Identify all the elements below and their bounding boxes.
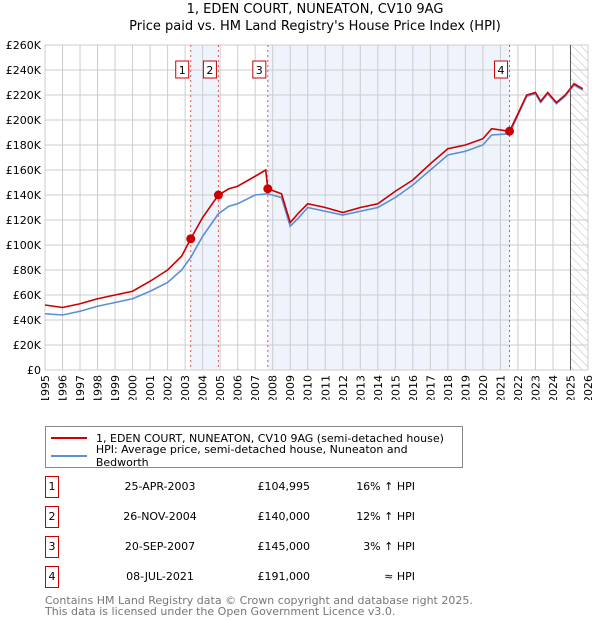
sale-price: £140,000 [257, 510, 311, 523]
x-tick-label: 2026 [582, 375, 595, 400]
legend-item-hpi: HPI: Average price, semi-detached house,… [51, 443, 462, 469]
sale-hpi: 12% ↑ HPI [356, 510, 415, 523]
x-tick-label: 2015 [389, 375, 402, 400]
y-tick-label: £20K [13, 339, 42, 352]
x-tick-label: 2006 [232, 375, 245, 400]
sale-marker-label: 1 [179, 64, 186, 77]
x-tick-label: 2024 [547, 375, 560, 400]
x-tick-label: 2023 [529, 375, 542, 400]
sale-date: 26-NOV-2004 [123, 510, 197, 523]
x-tick-label: 2009 [284, 375, 297, 400]
sale-marker-label: 1 [45, 476, 59, 498]
sale-marker-label: 4 [45, 566, 59, 588]
hpi-line [44, 83, 584, 316]
copyright-text: Contains HM Land Registry data © Crown c… [45, 594, 473, 607]
sale-hpi: 16% ↑ HPI [356, 480, 415, 493]
x-tick-label: 1997 [74, 375, 87, 400]
sale-price: £145,000 [257, 540, 311, 553]
x-tick-label: 2003 [179, 375, 192, 400]
sale-point [505, 126, 515, 136]
sale-price: £191,000 [257, 570, 311, 583]
x-tick-label: 1998 [92, 375, 105, 400]
x-tick-label: 2016 [407, 375, 420, 400]
y-tick-label: £240K [6, 64, 42, 77]
sale-marker-label: 3 [45, 536, 59, 558]
x-tick-label: 2011 [319, 375, 332, 400]
x-tick-label: 2020 [477, 375, 490, 400]
table-row: 2 26-NOV-2004 £140,000 12% ↑ HPI [45, 506, 415, 528]
y-tick-label: £100K [6, 239, 42, 252]
x-tick-label: 2022 [512, 375, 525, 400]
y-tick-label: £200K [6, 114, 42, 127]
sale-marker-box [494, 60, 509, 79]
x-tick-label: 2008 [267, 375, 280, 400]
forecast-hatch [570, 45, 588, 370]
sale-marker-label: 2 [45, 506, 59, 528]
x-tick-label: 2021 [494, 375, 507, 400]
legend-item-property: 1, EDEN COURT, NUNEATON, CV10 9AG (semi-… [51, 430, 444, 446]
sale-date: 08-JUL-2021 [126, 570, 194, 583]
legend-swatch-red [51, 437, 87, 439]
chart-title: 1, EDEN COURT, NUNEATON, CV10 9AG [186, 2, 444, 17]
x-tick-label: 2002 [162, 375, 175, 400]
x-tick-label: 2000 [127, 375, 140, 400]
chart-subtitle: Price paid vs. HM Land Registry's House … [129, 19, 501, 34]
x-tick-label: 1995 [39, 375, 52, 400]
y-tick-label: £0 [27, 364, 41, 377]
sale-price: £104,995 [257, 480, 311, 493]
licence-text: This data is licensed under the Open Gov… [45, 605, 396, 618]
x-tick-label: 2001 [144, 375, 157, 400]
x-tick-label: 1996 [57, 375, 70, 400]
x-tick-label: 2025 [564, 375, 577, 400]
legend-swatch-blue [51, 455, 87, 457]
shaded-period [190, 45, 219, 370]
x-tick-label: 1999 [109, 375, 122, 400]
x-tick-label: 2004 [197, 375, 210, 400]
sale-point [213, 190, 223, 200]
sale-hpi: ≈ HPI [384, 570, 415, 583]
sale-marker-box [252, 60, 267, 79]
legend-label: 1, EDEN COURT, NUNEATON, CV10 9AG (semi-… [96, 431, 444, 445]
legend-label: HPI: Average price, semi-detached house,… [95, 443, 408, 469]
x-tick-label: 2012 [337, 375, 350, 400]
table-row: 3 20-SEP-2007 £145,000 3% ↑ HPI [45, 536, 415, 558]
sale-point [186, 234, 196, 244]
sale-marker-box [202, 60, 217, 79]
y-tick-label: £180K [6, 139, 42, 152]
sale-hpi: 3% ↑ HPI [363, 540, 415, 553]
x-tick-label: 2017 [424, 375, 437, 400]
sale-marker-box [175, 60, 190, 79]
y-tick-label: £220K [6, 89, 42, 102]
legend: 1, EDEN COURT, NUNEATON, CV10 9AG (semi-… [45, 426, 463, 469]
x-tick-label: 2005 [214, 375, 227, 400]
sale-marker-label: 2 [206, 64, 213, 77]
sale-point [263, 184, 273, 194]
x-tick-label: 2013 [354, 375, 367, 400]
x-tick-label: 2007 [249, 375, 262, 400]
y-tick-label: £120K [6, 214, 42, 227]
sale-date: 25-APR-2003 [124, 480, 196, 493]
y-tick-label: £80K [13, 264, 42, 277]
x-tick-label: 2014 [372, 375, 385, 400]
table-row: 4 08-JUL-2021 £191,000 ≈ HPI [45, 566, 415, 588]
y-tick-label: £140K [6, 189, 42, 202]
y-tick-label: £160K [6, 164, 42, 177]
table-row: 1 25-APR-2003 £104,995 16% ↑ HPI [45, 476, 415, 498]
y-tick-label: £40K [13, 314, 42, 327]
x-tick-label: 2010 [302, 375, 315, 400]
x-tick-label: 2019 [459, 375, 472, 400]
sale-date: 20-SEP-2007 [124, 540, 196, 553]
price-paid-line [44, 82, 584, 309]
price-chart: 1995 1996 1997 1998 1999 2000 2001 2002 2003 2004… [6, 39, 595, 400]
sale-marker-label: 3 [256, 64, 263, 77]
y-tick-label: £60K [13, 289, 42, 302]
x-tick-label: 2018 [442, 375, 455, 400]
y-tick-label: £260K [6, 39, 42, 52]
sale-marker-label: 4 [498, 64, 505, 77]
footer: Contains HM Land Registry data © Crown c… [45, 595, 473, 617]
